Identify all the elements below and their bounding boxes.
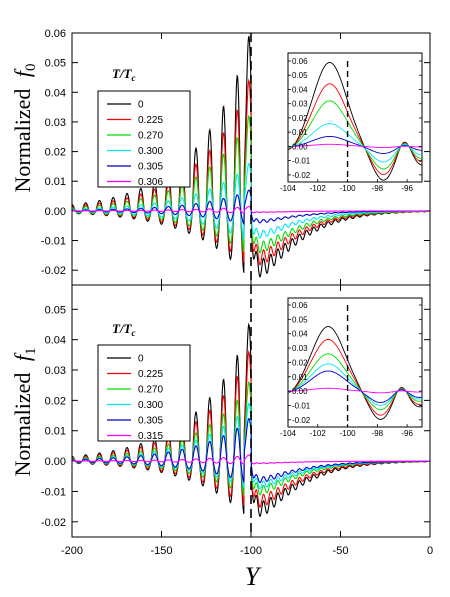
bottom-inset-curves — [287, 326, 423, 420]
top-legend-label: 0.300 — [138, 146, 163, 157]
bottom-xtick-label: -50 — [333, 545, 349, 557]
top-yticks: 0.06 0.05 0.04 0.03 0.02 0.01 0.00 -0.01 -0.02 — [41, 28, 431, 285]
top-legend: T/Tc 0 0.225 0.270 0.300 0.305 0.306 — [97, 66, 191, 188]
top-legend-label: 0 — [138, 100, 144, 111]
bottom-inset-ytick-label: 0.00 — [292, 387, 308, 396]
top-legend-label: 0.270 — [138, 131, 163, 142]
top-inset-curves — [287, 61, 423, 181]
bottom-ytick-label: -0.02 — [41, 517, 66, 529]
bottom-ytick-label: 0.05 — [45, 304, 66, 316]
bottom-inset-ytick-label: 0.06 — [292, 301, 308, 310]
top-ytick-label: 0.03 — [45, 117, 66, 129]
top-inset-ytick-label: 0.01 — [292, 128, 308, 137]
top-inset-xtick-label: -102 — [310, 184, 327, 193]
bottom-inset: 0.06 0.05 0.04 0.03 0.02 0.01 0.00 -0.01 -0.02 -1… — [280, 297, 423, 438]
top-panel: Normalized f0 0.060.050.040.030.020.010.… — [10, 28, 431, 286]
top-inset-xtick-label: -104 — [280, 184, 297, 193]
top-inset-ytick-label: 0.03 — [292, 100, 308, 109]
top-legend-label: 0.306 — [138, 177, 163, 188]
bottom-inset-series-line-5 — [287, 387, 423, 394]
bottom-xticks: -200 -150 -100 -50 0 — [61, 545, 433, 557]
bottom-inset-ytick-label: 0.02 — [292, 358, 308, 367]
bottom-inset-ytick-label: -0.02 — [292, 416, 311, 425]
top-inset-ytick-label: 0.06 — [292, 57, 308, 66]
bottom-ytick-label: -0.01 — [41, 486, 66, 498]
top-inset-ticks: 0.06 0.05 0.04 0.03 0.02 0.01 0.00 -0.01 -0.02 -1… — [280, 57, 422, 193]
top-ytick-label: 0.05 — [45, 58, 66, 70]
bottom-legend-label: 0.315 — [138, 431, 163, 442]
top-ytick-label: -0.01 — [41, 236, 66, 248]
bottom-inset-series-line-4 — [287, 370, 423, 403]
bottom-inset-xtick-label: -104 — [280, 429, 297, 438]
top-inset-ytick-label: 0.04 — [292, 85, 308, 94]
bottom-ytick-label: 0.03 — [45, 365, 66, 377]
bottom-legend-box — [97, 344, 191, 442]
top-inset: 0.06 0.05 0.04 0.03 0.02 0.01 0.00 -0.01 -0.02 -1… — [280, 52, 423, 193]
bottom-ytick-label: 0.04 — [45, 335, 66, 347]
top-legend-box — [97, 90, 191, 188]
bottom-inset-series-line-1 — [287, 338, 423, 416]
top-inset-ytick-label: -0.02 — [292, 171, 311, 180]
bottom-legend: T/Tc 0 0.225 0.270 0.300 0.305 0.315 — [97, 321, 191, 442]
bottom-xtick-label: 0 — [427, 545, 433, 557]
bottom-legend-title: T/Tc — [112, 321, 136, 338]
x-axis-label: Y — [245, 562, 262, 591]
bottom-xtick-label: -150 — [150, 545, 172, 557]
top-inset-xtick-label: -96 — [401, 184, 413, 193]
bottom-inset-xtick-label: -98 — [372, 429, 384, 438]
top-inset-ytick-label: 0.02 — [292, 114, 308, 123]
bottom-legend-label: 0.270 — [138, 385, 163, 396]
top-inset-xtick-label: -100 — [340, 184, 357, 193]
top-inset-frame — [287, 52, 423, 183]
top-ylabel: Normalized f0 — [10, 64, 39, 193]
top-inset-ytick-label: 0.00 — [292, 142, 308, 151]
top-legend-label: 0.305 — [138, 162, 163, 173]
bottom-panel: Normalized f1 0.05 0.04 0.03 0.02 0.01 0.00 -0… — [10, 284, 433, 591]
top-legend-label: 0.225 — [138, 115, 163, 126]
bottom-ytick-label: 0.02 — [45, 395, 66, 407]
bottom-inset-xtick-label: -102 — [310, 429, 327, 438]
bottom-legend-label: 0.225 — [138, 369, 163, 380]
top-inset-series-line-3 — [287, 123, 423, 163]
bottom-inset-ytick-label: 0.01 — [292, 373, 308, 382]
top-inset-series-line-5 — [287, 143, 422, 148]
bottom-yticks: 0.05 0.04 0.03 0.02 0.01 0.00 -0.01 -0.02 — [41, 285, 431, 537]
top-ytick-label: -0.02 — [41, 265, 66, 277]
bottom-ylabel: Normalized f1 — [10, 348, 39, 477]
top-legend-title: T/Tc — [112, 66, 136, 83]
bottom-legend-label: 0 — [138, 354, 144, 365]
top-ytick-label: 0.04 — [45, 87, 66, 99]
bottom-inset-ytick-label: -0.01 — [292, 401, 311, 410]
bottom-legend-label: 0.305 — [138, 416, 163, 427]
bottom-xtick-label: -100 — [240, 545, 262, 557]
top-ytick-label: 0.02 — [45, 147, 66, 159]
top-ytick-label: 0.01 — [45, 176, 66, 188]
bottom-ytick-label: 0.01 — [45, 426, 66, 438]
bottom-inset-ticks: 0.06 0.05 0.04 0.03 0.02 0.01 0.00 -0.01 -0.02 -1… — [280, 301, 422, 438]
bottom-inset-ytick-label: 0.03 — [292, 344, 308, 353]
top-ytick-label: 0.00 — [45, 206, 66, 218]
bottom-inset-xtick-label: -100 — [340, 429, 357, 438]
top-inset-ytick-label: 0.05 — [292, 71, 308, 80]
top-inset-xtick-label: -98 — [372, 184, 384, 193]
bottom-ytick-label: 0.00 — [45, 456, 66, 468]
bottom-inset-ytick-label: 0.04 — [292, 330, 308, 339]
top-inset-ytick-label: -0.01 — [292, 157, 311, 166]
top-ytick-label: 0.06 — [45, 28, 66, 40]
bottom-inset-ytick-label: 0.05 — [292, 315, 308, 324]
bottom-plot-frame — [71, 284, 431, 538]
bottom-xtick-label: -200 — [61, 545, 83, 557]
bottom-legend-label: 0.300 — [138, 400, 163, 411]
bottom-inset-xtick-label: -96 — [401, 429, 413, 438]
